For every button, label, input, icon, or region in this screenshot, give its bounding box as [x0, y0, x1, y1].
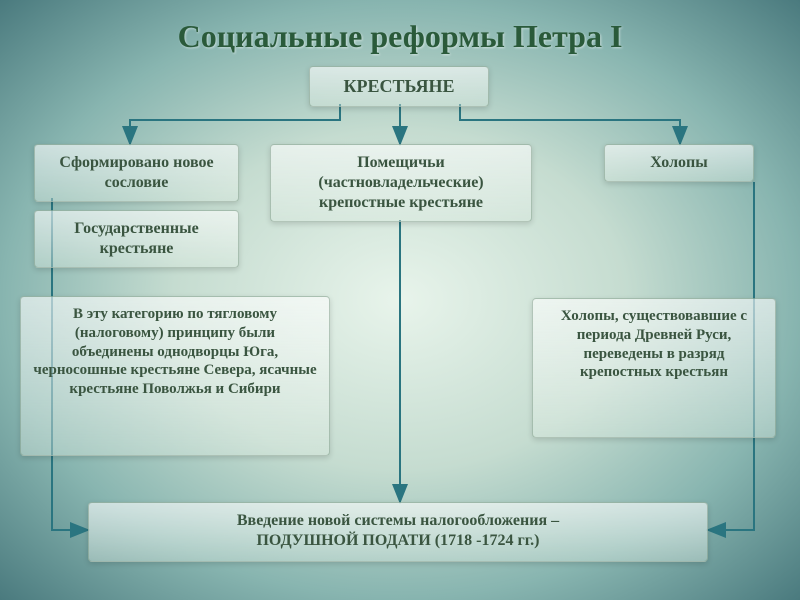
node-mid-top: Помещичьи (частновладельческие) крепостн… — [270, 144, 532, 222]
bottom-line2: ПОДУШНОЙ ПОДАТИ (1718 -1724 гг.) — [256, 532, 539, 549]
node-right-desc: Холопы, существовавшие с периода Древней… — [532, 298, 776, 438]
node-root: КРЕСТЬЯНЕ — [309, 66, 489, 107]
bottom-line1: Введение новой системы налогообложения – — [237, 512, 559, 529]
edge — [460, 104, 680, 144]
node-left-sub: Государственные крестьяне — [34, 210, 239, 268]
node-left-desc: В эту категорию по тягловому (налоговому… — [20, 296, 330, 456]
node-bottom: Введение новой системы налогообложения –… — [88, 502, 708, 562]
node-right-top: Холопы — [604, 144, 754, 182]
edge — [130, 104, 340, 144]
node-left-top: Сформировано новое сословие — [34, 144, 239, 202]
page-title: Социальные реформы Петра I — [0, 0, 800, 63]
